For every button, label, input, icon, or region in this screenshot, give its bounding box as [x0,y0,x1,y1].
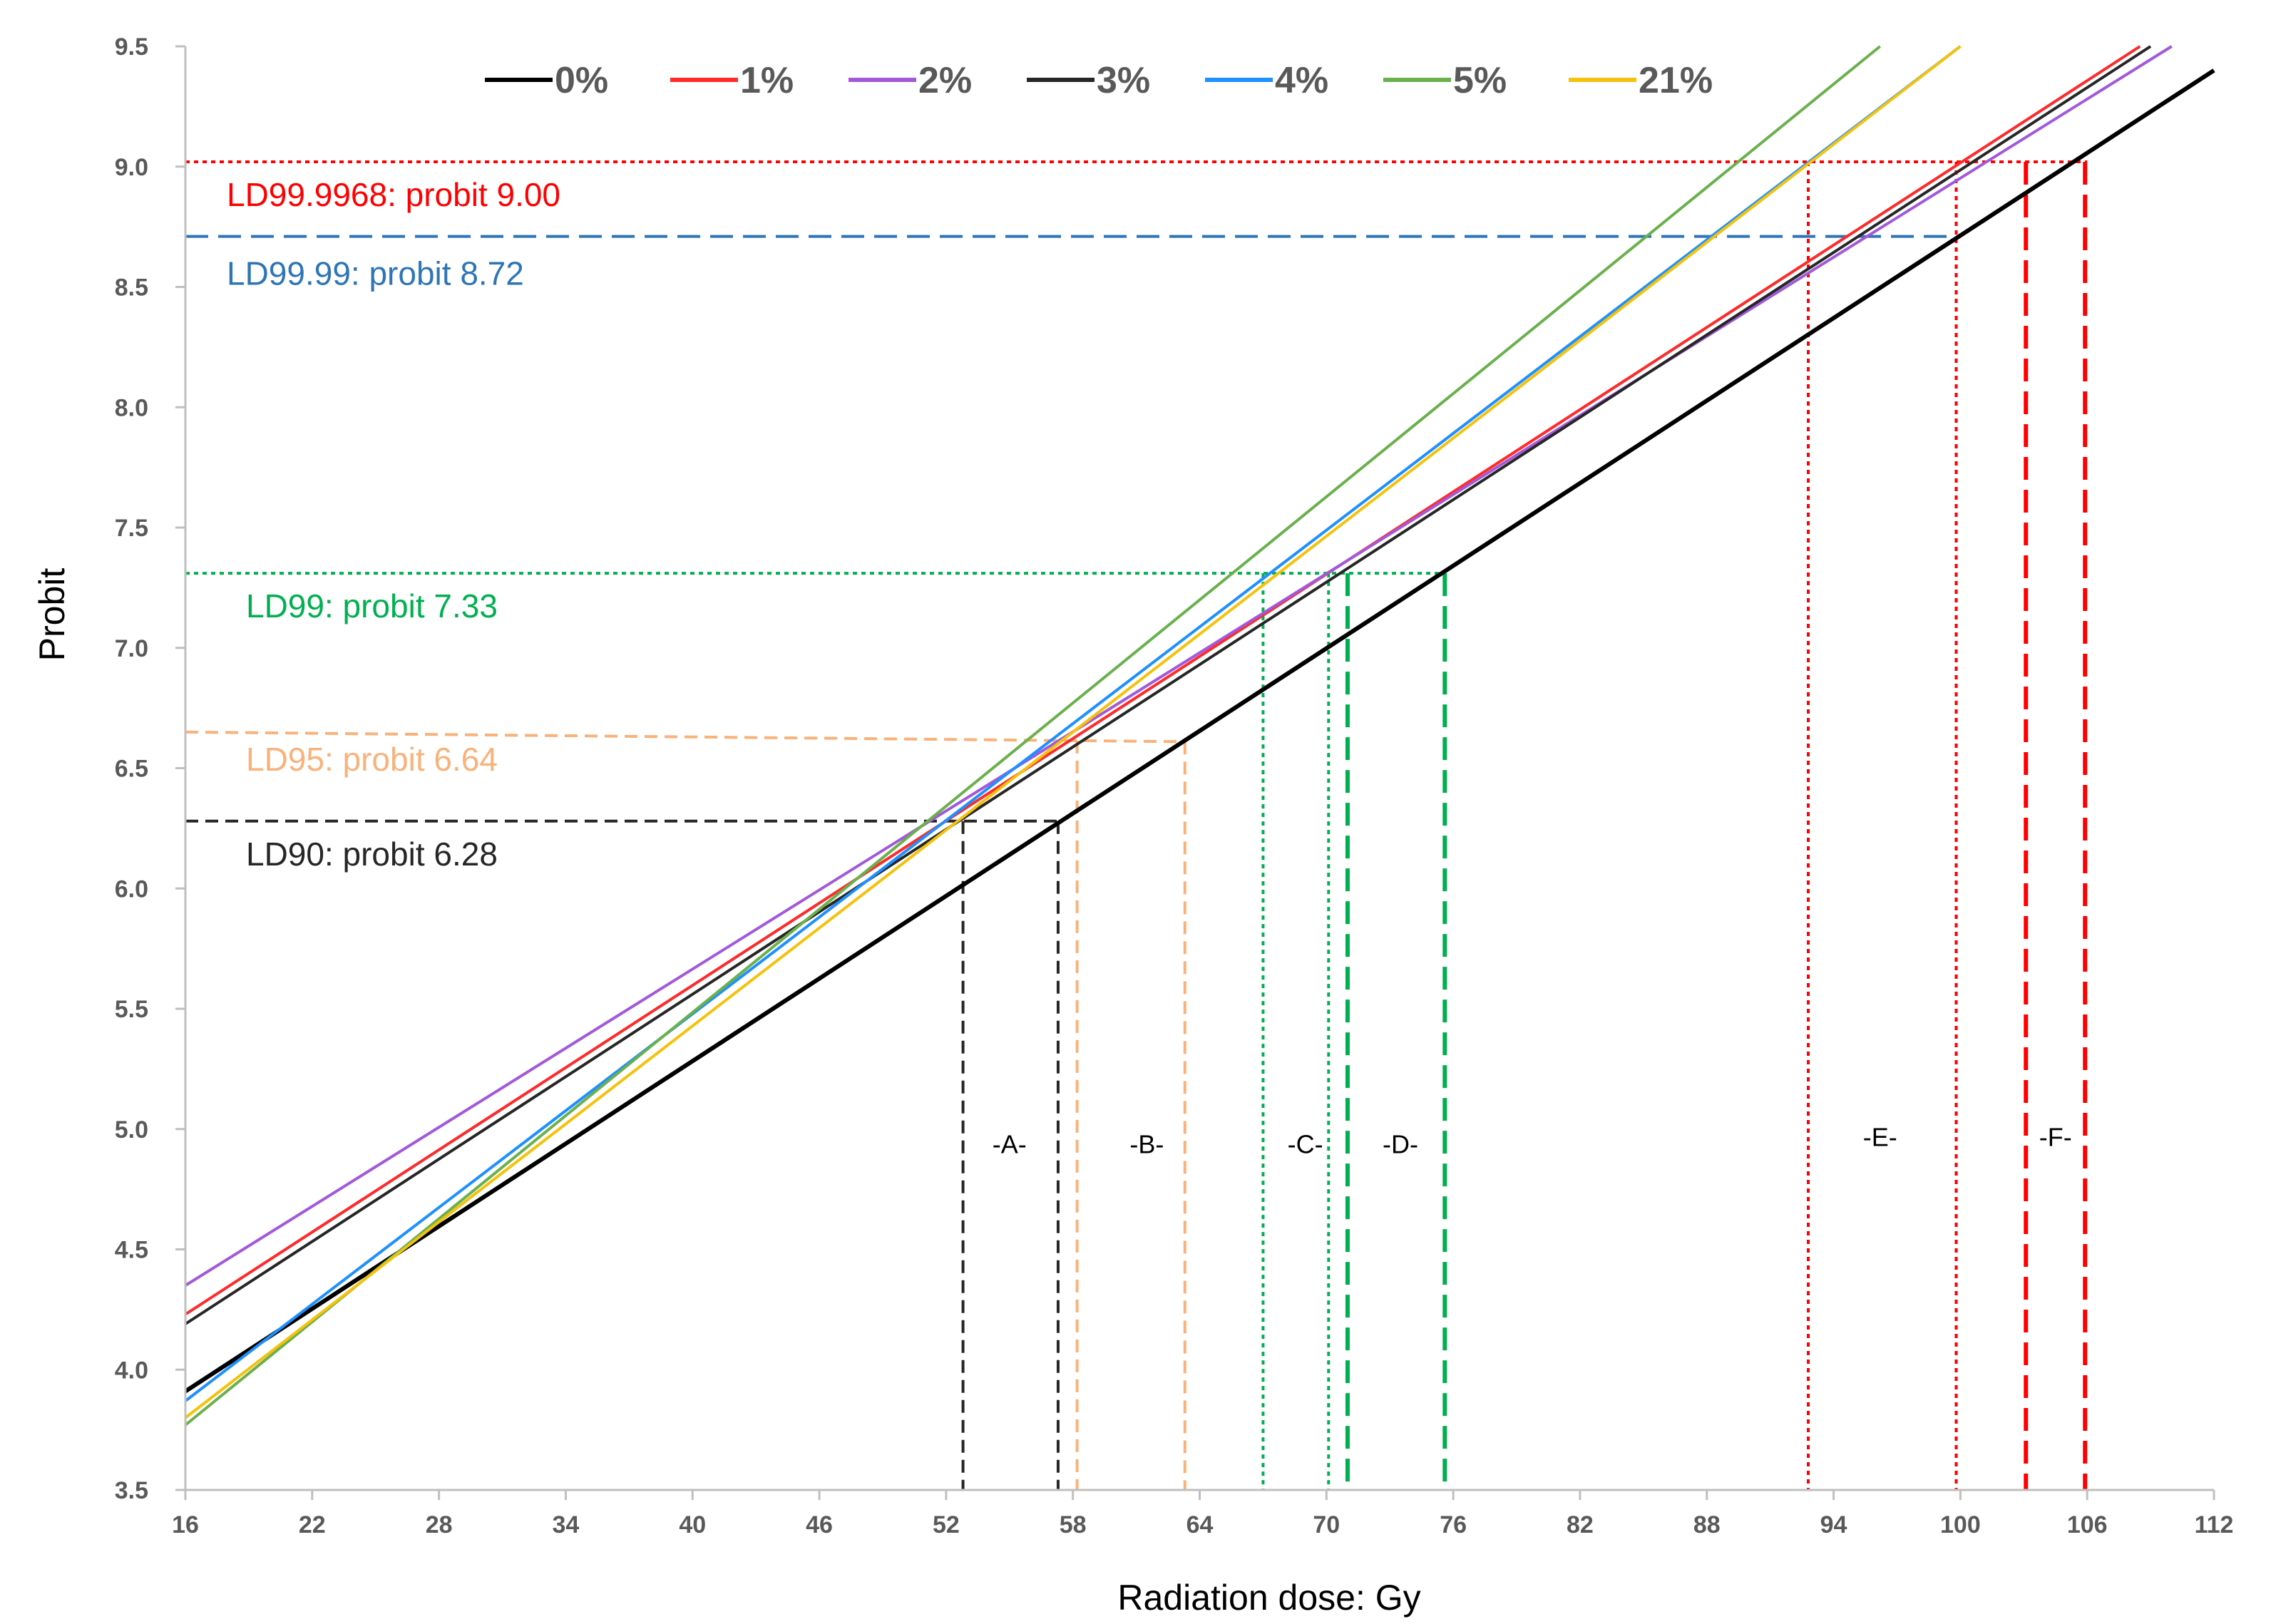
y-tick-label: 7.0 [115,635,148,662]
axes [175,45,2215,1500]
region-label: -F- [2039,1122,2072,1151]
x-tick-label: 22 [299,1511,326,1538]
y-tick-label: 4.5 [115,1237,148,1264]
x-tick-label: 52 [933,1511,960,1538]
series-line [184,68,2215,1394]
reference-label: LD95: probit 6.64 [246,741,498,778]
y-tick-label: 8.0 [115,394,148,421]
reference-lines [185,160,2088,1490]
region-label: -B- [1129,1130,1164,1159]
y-tick-label: 6.0 [115,875,148,903]
region-label: -D- [1383,1130,1418,1159]
reference-label: LD99.9968: probit 9.00 [227,176,560,213]
y-tick-label: 6.5 [115,756,148,783]
reference-label: LD90: probit 6.28 [246,836,498,873]
x-tick-label: 70 [1313,1511,1340,1538]
x-tick-label: 112 [2195,1511,2234,1538]
series-line [184,45,1962,1402]
region-labels: -A- -B- -C- -D- -E- -F- [993,1122,2072,1158]
x-tick-label: 94 [1820,1511,1847,1538]
y-tick-label: 9.5 [115,34,148,61]
reference-hline [185,730,1185,744]
legend-label: 21% [1639,60,1713,101]
x-tick-label: 58 [1060,1511,1087,1538]
legend-label: 1% [740,60,794,101]
series-line [184,45,2152,1325]
y-tick-label: 3.5 [115,1477,148,1504]
y-tick-label: 7.5 [115,515,148,542]
legend-label: 4% [1275,60,1328,101]
x-axis-title: Radiation dose: Gy [1117,1578,1420,1618]
x-tick-label: 16 [172,1511,199,1538]
region-label: -C- [1288,1130,1323,1159]
series-line [184,45,1962,1419]
tick-labels: 16 22 28 34 40 46 52 58 64 70 76 82 88 94 100 106 112 3.5… [115,34,2234,1538]
y-axis-title: Probit [32,568,72,662]
reference-labels: LD99.9968: probit 9.00 LD99.99: probit 8.… [227,176,560,873]
x-tick-label: 88 [1693,1511,1721,1538]
x-tick-label: 106 [2067,1511,2108,1538]
y-tick-label: 8.5 [115,274,148,302]
region-label: -E- [1863,1122,1897,1151]
y-tick-label: 9.0 [115,154,148,181]
x-tick-label: 34 [553,1511,580,1538]
x-tick-label: 82 [1567,1511,1594,1538]
x-tick-label: 40 [679,1511,706,1538]
legend-label: 0% [555,60,608,101]
region-label: -A- [993,1130,1027,1159]
x-tick-label: 28 [426,1511,453,1538]
y-tick-label: 5.0 [115,1116,148,1144]
series-lines [184,45,2215,1427]
legend-label: 3% [1097,60,1150,101]
series-line [184,45,2141,1316]
y-tick-label: 5.5 [115,996,148,1023]
x-tick-label: 46 [806,1511,833,1538]
y-tick-label: 4.0 [115,1357,148,1384]
x-tick-label: 100 [1940,1511,1981,1538]
series-line [184,45,2173,1287]
x-tick-label: 76 [1440,1511,1467,1538]
legend-label: 5% [1453,60,1507,101]
legend: 0% 1% 2% 3% 4% 5% 21% [485,60,1713,101]
reference-label: LD99.99: probit 8.72 [227,255,524,292]
series-line [184,45,1882,1427]
legend-label: 2% [918,60,972,101]
x-tick-label: 64 [1186,1511,1214,1538]
reference-label: LD99: probit 7.33 [246,587,498,625]
